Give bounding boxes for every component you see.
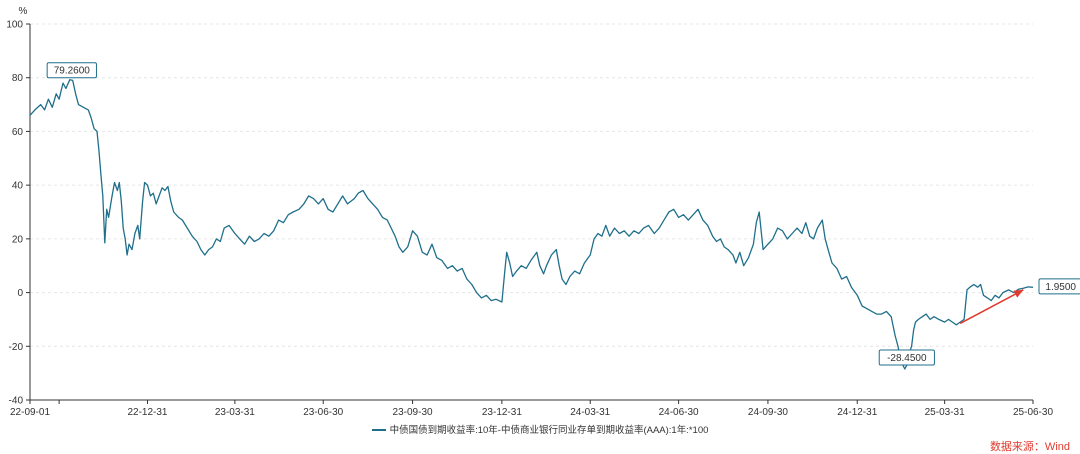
data-callout-box bbox=[1038, 278, 1080, 295]
trend-arrow-shaft bbox=[959, 289, 1024, 325]
x-tick-label: 23-09-30 bbox=[393, 407, 433, 418]
data-callout: 1.9500 bbox=[1038, 278, 1080, 295]
annotation-layer: 79.2600 -28.4500 1.9500 bbox=[46, 62, 1080, 366]
series-line bbox=[29, 79, 1034, 370]
trend-arrow-head bbox=[1013, 289, 1024, 298]
data-callout: -28.4500 bbox=[878, 349, 935, 366]
y-tick-label: 0 bbox=[17, 288, 23, 299]
x-tick-label: 24-12-31 bbox=[837, 407, 877, 418]
y-axis: % -40 -20 0 20 40 60 80 100 bbox=[6, 6, 31, 407]
data-callout-label: 1.9500 bbox=[1045, 282, 1076, 293]
x-tick-label: 23-06-30 bbox=[303, 407, 343, 418]
x-axis: 22-09-01 22-12-31 23-03-31 23-06-30 23-09-30… bbox=[10, 399, 1053, 418]
y-tick-label: 40 bbox=[12, 181, 24, 192]
x-tick-label: 22-12-31 bbox=[127, 407, 167, 418]
y-tick-label: 80 bbox=[12, 73, 24, 84]
data-callout-box bbox=[878, 349, 935, 366]
y-unit-label: % bbox=[19, 6, 28, 17]
data-callout-label: -28.4500 bbox=[887, 353, 927, 364]
y-tick-label: 60 bbox=[12, 127, 24, 138]
y-tick-label: -20 bbox=[9, 342, 24, 353]
data-callout: 79.2600 bbox=[46, 62, 97, 79]
x-tick-label: 25-03-31 bbox=[925, 407, 965, 418]
y-tick-label: 20 bbox=[12, 234, 24, 245]
x-tick-label: 24-09-30 bbox=[748, 407, 788, 418]
trend-arrow bbox=[959, 289, 1024, 325]
x-tick-label: 24-03-31 bbox=[570, 407, 610, 418]
grid-lines bbox=[30, 23, 1033, 347]
data-callout-box bbox=[46, 62, 97, 79]
x-tick-label: 25-06-30 bbox=[1013, 407, 1053, 418]
series-layer bbox=[29, 79, 1034, 370]
legend-label: 中债国债到期收益率:10年-中债商业银行同业存单到期收益率(AAA):1年:*1… bbox=[389, 425, 709, 436]
x-tick-label: 24-06-30 bbox=[659, 407, 699, 418]
y-tick-label: 100 bbox=[6, 20, 23, 31]
data-source-label: 数据来源：Wind bbox=[989, 441, 1070, 453]
x-tick-label: 23-12-31 bbox=[482, 407, 522, 418]
x-tick-label: 22-09-01 bbox=[10, 407, 50, 418]
legend[interactable]: 中债国债到期收益率:10年-中债商业银行同业存单到期收益率(AAA):1年:*1… bbox=[0, 422, 1080, 436]
data-callout-label: 79.2600 bbox=[54, 66, 91, 77]
legend-swatch bbox=[371, 429, 386, 432]
y-tick-label: -40 bbox=[9, 396, 24, 407]
x-tick-label: 23-03-31 bbox=[215, 407, 255, 418]
